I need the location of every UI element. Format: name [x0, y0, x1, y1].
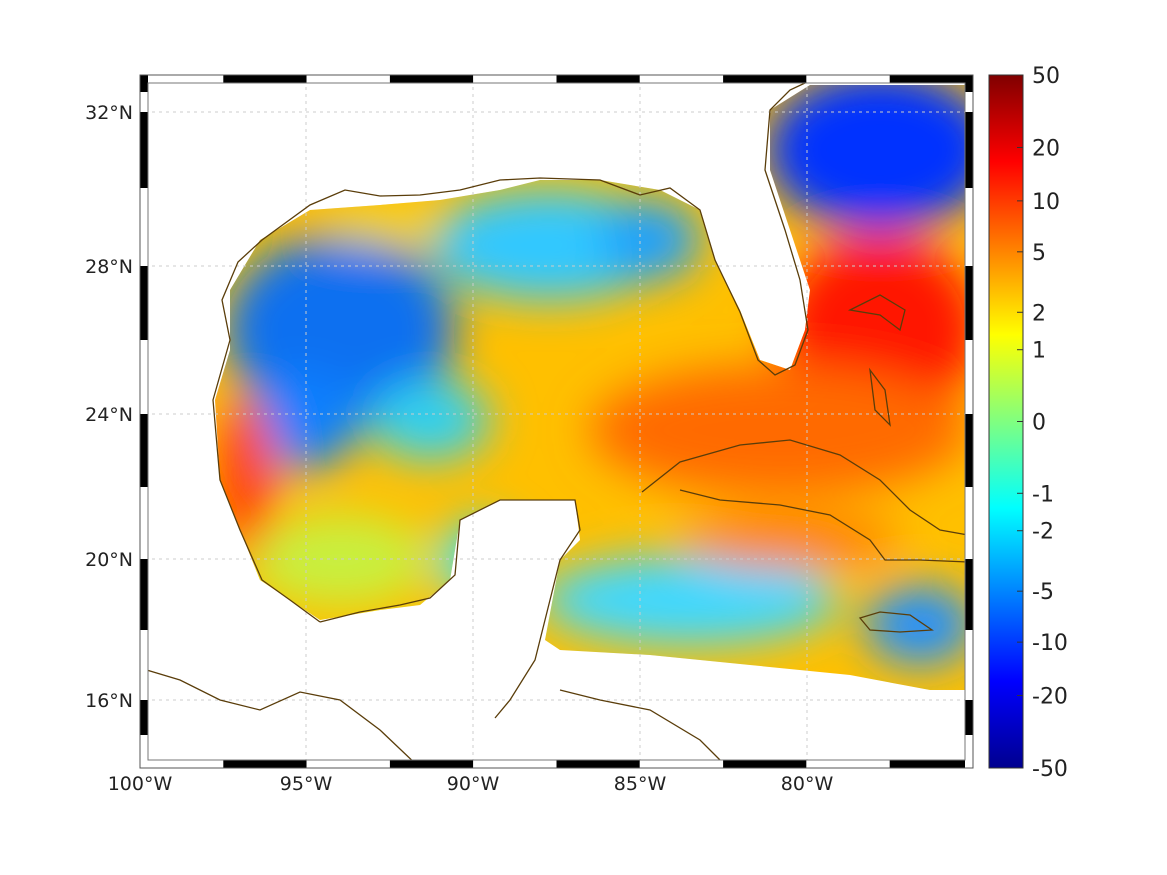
map-frame	[139, 74, 974, 769]
coastlines	[139, 75, 969, 769]
colorbar-tick-label: 2	[1032, 301, 1046, 326]
colorbar-tick-label: -5	[1032, 580, 1054, 605]
lat-tick: 32°N	[85, 102, 133, 124]
frame-border	[139, 74, 974, 769]
lat-tick: 16°N	[85, 690, 133, 712]
colorbar-tick-label: -50	[1032, 757, 1068, 782]
frame-segment	[140, 700, 148, 735]
frame-segment	[389, 760, 474, 768]
frame-segment	[965, 340, 973, 414]
lon-tick: 95°W	[280, 773, 333, 795]
frame-segment	[473, 760, 557, 768]
lon-tick: 100°W	[108, 773, 173, 795]
lon-tick: 90°W	[447, 773, 500, 795]
frame-segment	[140, 75, 148, 92]
colorbar-tick-label: 1	[1032, 339, 1046, 364]
frame-segment	[140, 340, 148, 414]
anomaly-field	[215, 85, 965, 690]
frame-segment	[639, 760, 724, 768]
frame-segment	[965, 112, 973, 188]
frame-segment	[140, 735, 148, 768]
frame-segment	[473, 75, 557, 83]
frame-segment	[723, 75, 807, 83]
colorbar-tick-label: 20	[1032, 136, 1060, 161]
frame-segment	[140, 487, 148, 559]
frame-segment	[806, 75, 890, 83]
frame-segment	[965, 487, 973, 559]
frame-segment	[889, 75, 973, 83]
grid-lines	[145, 80, 968, 763]
lat-axis: 32°N 28°N 24°N 20°N 16°N	[85, 102, 133, 712]
frame-segment	[306, 760, 390, 768]
frame-segment	[140, 112, 148, 188]
frame-segment	[889, 760, 973, 768]
lon-tick: 80°W	[781, 773, 834, 795]
frame-segment	[140, 559, 148, 630]
lon-axis: 100°W 95°W 90°W 85°W 80°W	[108, 773, 834, 795]
frame-inner-border	[147, 82, 966, 761]
frame-segment	[965, 188, 973, 266]
frame-segment	[556, 75, 640, 83]
frame-segment	[140, 75, 224, 83]
lon-tick: 85°W	[614, 773, 667, 795]
lat-tick: 24°N	[85, 404, 133, 426]
colorbar-tick-label: -20	[1032, 685, 1068, 710]
colorbar-tick-label: -10	[1032, 631, 1068, 656]
frame-segment	[965, 630, 973, 700]
frame-segment	[306, 75, 390, 83]
colorbar-tick-label: 5	[1032, 241, 1046, 266]
frame-segment	[965, 559, 973, 630]
frame-segment	[965, 75, 973, 92]
frame-segment	[556, 760, 640, 768]
frame-segment	[223, 75, 307, 83]
frame-segment	[965, 735, 973, 768]
frame-segment	[965, 92, 973, 112]
frame-segment	[965, 414, 973, 487]
frame-segment	[140, 414, 148, 487]
frame-segment	[140, 188, 148, 266]
colorbar-tick-label: 50	[1032, 64, 1060, 89]
frame-segment	[389, 75, 474, 83]
colorbar-tick-label: 10	[1032, 190, 1060, 215]
colorbar-tick-label: -2	[1032, 520, 1054, 545]
frame-segment	[140, 92, 148, 112]
frame-segment	[965, 700, 973, 735]
frame-segment	[140, 266, 148, 340]
colorbar-tick-label: 0	[1032, 411, 1046, 436]
frame-segment	[806, 760, 890, 768]
frame-segment	[140, 760, 224, 768]
lat-tick: 20°N	[85, 549, 133, 571]
frame-segment	[723, 760, 807, 768]
frame-segment	[639, 75, 724, 83]
frame-segment	[223, 760, 307, 768]
lat-tick: 28°N	[85, 256, 133, 278]
frame-segment	[965, 266, 973, 340]
frame-segment	[140, 630, 148, 700]
colorbar-tick-label: -1	[1032, 482, 1054, 507]
